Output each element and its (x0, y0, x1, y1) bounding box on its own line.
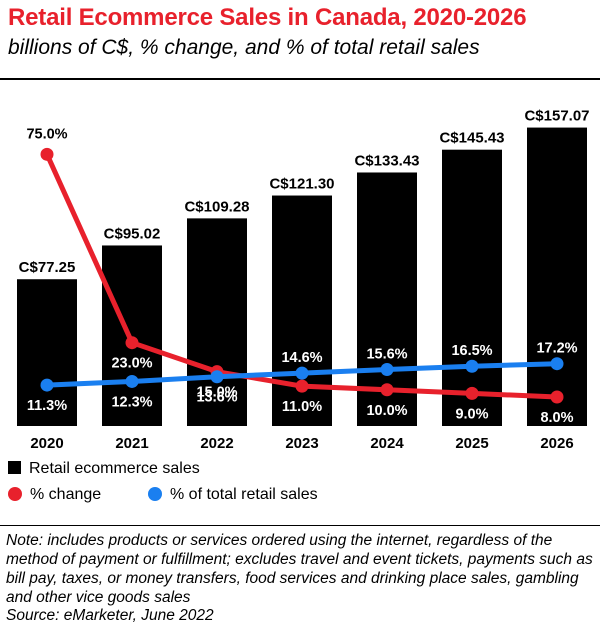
pct-total-point-2022 (210, 370, 224, 384)
x-tick-2022: 2022 (200, 435, 233, 452)
x-tick-2023: 2023 (285, 435, 318, 452)
bar-label-2025: C$145.43 (439, 130, 504, 147)
chart-title: Retail Ecommerce Sales in Canada, 2020-2… (8, 4, 527, 31)
legend-item-blue: % of total retail sales (148, 486, 318, 504)
x-tick-2024: 2024 (370, 435, 404, 452)
bar-label-2022: C$109.28 (184, 198, 249, 215)
pct-total-label-2020: 11.3% (27, 398, 67, 414)
pct-change-label-2022: 15.0% (196, 385, 237, 401)
pct-change-label-2025: 9.0% (455, 406, 488, 422)
x-axis: 2020 2021 2022 2023 2024 2025 2026 (30, 435, 573, 452)
legend-blue-label: % of total retail sales (170, 486, 318, 503)
pct-change-point-2023 (295, 379, 309, 393)
footer-divider (0, 525, 600, 526)
x-tick-2020: 2020 (30, 435, 63, 452)
chart-canvas: C$77.25 C$95.02 C$109.28 C$121.30 C$133.43 C$… (17, 108, 590, 452)
pct-change-point-2024 (380, 383, 394, 397)
pct-total-point-2023 (295, 366, 309, 380)
labels-layer: C$77.25 C$95.02 C$109.28 C$121.30 C$133.43 C$… (19, 108, 590, 426)
pct-total-label-2022: 13.6% (196, 390, 237, 406)
lines-layer (40, 147, 564, 404)
pct-change-point-2025 (465, 386, 479, 400)
pct-total-label-2024: 15.6% (366, 346, 407, 362)
pct-change-label-2021: 23.0% (111, 356, 152, 372)
bar-label-2026: C$157.07 (524, 108, 589, 125)
pct-total-point-2020 (40, 378, 54, 392)
pct-change-label-2023: 11.0% (282, 399, 322, 415)
bar-2020 (17, 279, 77, 426)
pct-change-label-2024: 10.0% (366, 403, 407, 419)
pct-total-label-2023: 14.6% (281, 350, 322, 366)
bar-label-2023: C$121.30 (269, 176, 334, 193)
source-line: Source: eMarketer, June 2022 (6, 607, 214, 624)
legend-bar-swatch (8, 461, 21, 474)
legend-red-label: % change (30, 486, 102, 503)
pct-total-point-2025 (465, 359, 479, 373)
bar-2022 (187, 218, 247, 426)
bar-label-2024: C$133.43 (354, 152, 419, 169)
bar-2021 (102, 245, 162, 426)
pct-change-label-2020: 75.0% (26, 126, 67, 142)
bar-label-2021: C$95.02 (104, 225, 161, 242)
bar-label-2020: C$77.25 (19, 259, 76, 276)
pct-change-point-2026 (550, 390, 564, 404)
pct-total-point-2026 (550, 357, 564, 371)
top-divider (0, 78, 600, 80)
x-tick-2025: 2025 (455, 435, 488, 452)
pct-total-label-2021: 12.3% (111, 394, 152, 410)
bar-2026 (527, 127, 587, 426)
pct-total-point-2021 (125, 374, 139, 388)
legend-red-swatch (8, 487, 22, 501)
pct-total-point-2024 (380, 362, 394, 376)
pct-change-point-2021 (125, 336, 139, 350)
bar-2025 (442, 149, 502, 427)
legend-item-bar: Retail ecommerce sales (8, 460, 200, 478)
x-tick-2026: 2026 (540, 435, 573, 452)
pct-total-label-2025: 16.5% (451, 343, 492, 359)
legend-bar-label: Retail ecommerce sales (29, 460, 200, 477)
chart-subtitle: billions of C$, % change, and % of total… (8, 36, 480, 59)
pct-change-point-2020 (40, 147, 54, 161)
legend-item-red: % change (8, 486, 101, 504)
legend-blue-swatch (148, 487, 162, 501)
pct-total-label-2026: 17.2% (536, 341, 577, 357)
footnote: Note: includes products or services orde… (6, 532, 593, 606)
x-tick-2021: 2021 (115, 435, 148, 452)
pct-change-label-2026: 8.0% (540, 410, 573, 426)
